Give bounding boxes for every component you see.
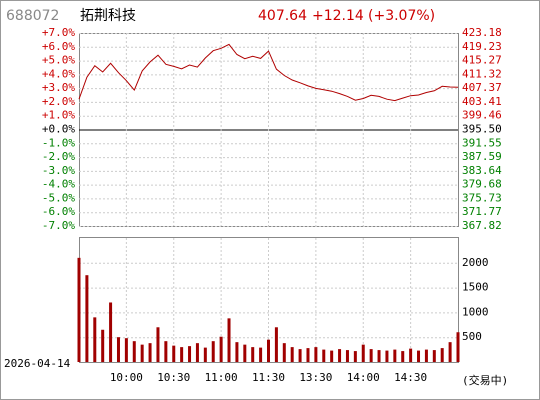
volume-bar — [385, 350, 389, 362]
volume-bar — [369, 349, 373, 362]
y2-tick-label: 419.23 — [462, 40, 502, 53]
volume-bar — [401, 351, 405, 362]
y-tick-label: 1000 — [462, 305, 489, 318]
volume-bar — [140, 344, 144, 362]
volume-bar — [353, 351, 357, 362]
x-tick-label: 11:00 — [205, 371, 238, 384]
volume-bar — [203, 347, 207, 362]
volume-bar — [306, 348, 310, 362]
volume-bar — [132, 341, 136, 362]
volume-bar — [290, 347, 294, 362]
y-tick-label: +2.0% — [42, 95, 75, 108]
volume-bar — [424, 349, 428, 362]
y-tick-label: +4.0% — [42, 67, 75, 80]
y-tick-label: -6.0% — [42, 205, 75, 218]
volume-bar — [188, 346, 192, 362]
volume-bar — [101, 329, 105, 362]
y-tick-label: -1.0% — [42, 136, 75, 149]
volume-bar — [432, 350, 436, 362]
volume-bar — [180, 347, 184, 362]
y-tick-label: -7.0% — [42, 219, 75, 232]
volume-bar — [235, 342, 239, 362]
volume-bar — [211, 341, 215, 362]
volume-bar — [85, 275, 89, 362]
volume-bar — [259, 347, 263, 362]
volume-bar — [440, 348, 444, 362]
volume-bar — [93, 317, 97, 362]
volume-bar — [361, 344, 365, 362]
x-tick-label: 10:30 — [157, 371, 190, 384]
change-pct: (+3.07%) — [368, 8, 435, 24]
y-tick-label: +7.0% — [42, 26, 75, 39]
y2-tick-label: 367.82 — [462, 219, 502, 232]
volume-bar — [345, 350, 349, 362]
y-tick-label: -2.0% — [42, 150, 75, 163]
change: +12.14 — [312, 8, 364, 24]
volume-bar — [377, 350, 381, 362]
y-tick-label: 500 — [462, 330, 482, 343]
y2-tick-label: 407.37 — [462, 81, 502, 94]
x-tick-label: 14:30 — [394, 371, 427, 384]
y2-tick-label: 371.77 — [462, 205, 502, 218]
y-tick-label: +5.0% — [42, 54, 75, 67]
volume-bar — [124, 338, 128, 362]
volume-bar — [219, 336, 223, 362]
stock-name: 拓荆科技 — [80, 8, 136, 24]
y2-tick-label: 375.73 — [462, 191, 502, 204]
volume-bar — [314, 347, 318, 362]
volume-bar — [267, 339, 270, 362]
y-tick-label: +0.0% — [42, 123, 75, 136]
status: (交易中) — [462, 373, 508, 387]
y-tick-label: +1.0% — [42, 109, 75, 122]
volume-bar — [417, 350, 421, 362]
y2-tick-label: 391.55 — [462, 136, 502, 149]
y2-tick-label: 399.46 — [462, 109, 502, 122]
y2-tick-label: 395.50 — [462, 123, 502, 136]
volume-bar — [282, 343, 286, 362]
y-tick-label: -4.0% — [42, 178, 75, 191]
volume-bar — [298, 349, 302, 362]
y-tick-label: -5.0% — [42, 191, 75, 204]
volume-bar — [330, 350, 334, 362]
x-tick-label: 13:30 — [299, 371, 332, 384]
y2-tick-label: 383.64 — [462, 164, 502, 177]
volume-bar — [251, 347, 255, 362]
y2-tick-label: 411.32 — [462, 67, 502, 80]
volume-bar — [164, 341, 168, 362]
volume-bar — [156, 327, 160, 362]
y2-tick-label: 379.68 — [462, 178, 502, 191]
x-tick-label: 14:00 — [347, 371, 380, 384]
y-tick-label: 1500 — [462, 281, 489, 294]
y2-tick-label: 387.59 — [462, 150, 502, 163]
volume-bar — [409, 348, 413, 362]
last-price: 407.64 — [258, 8, 307, 24]
y-tick-label: +3.0% — [42, 81, 75, 94]
y-tick-label: 2000 — [462, 256, 489, 269]
volume-bar — [77, 257, 81, 362]
symbol: 688072 — [6, 8, 59, 24]
y2-tick-label: 423.18 — [462, 26, 502, 39]
volume-bar — [116, 337, 120, 362]
volume-bar — [456, 332, 460, 362]
y2-tick-label: 415.27 — [462, 54, 502, 67]
volume-bar — [393, 349, 397, 362]
volume-bar — [338, 349, 342, 362]
y-tick-label: -3.0% — [42, 164, 75, 177]
y2-tick-label: 403.41 — [462, 95, 502, 108]
y-tick-label: +6.0% — [42, 40, 75, 53]
volume-bar — [274, 327, 278, 362]
volume-bar — [172, 345, 176, 362]
volume-bar — [322, 349, 326, 362]
volume-bar — [109, 302, 113, 362]
x-tick-label: 11:30 — [252, 371, 285, 384]
x-tick-label: 10:00 — [110, 371, 143, 384]
volume-bar — [448, 342, 452, 362]
volume-bar — [148, 343, 152, 362]
volume-bar — [243, 344, 247, 362]
price-line — [78, 43, 459, 102]
volume-bar — [227, 318, 231, 362]
volume-bar — [195, 343, 199, 362]
date: 2026-04-14 — [4, 357, 71, 370]
